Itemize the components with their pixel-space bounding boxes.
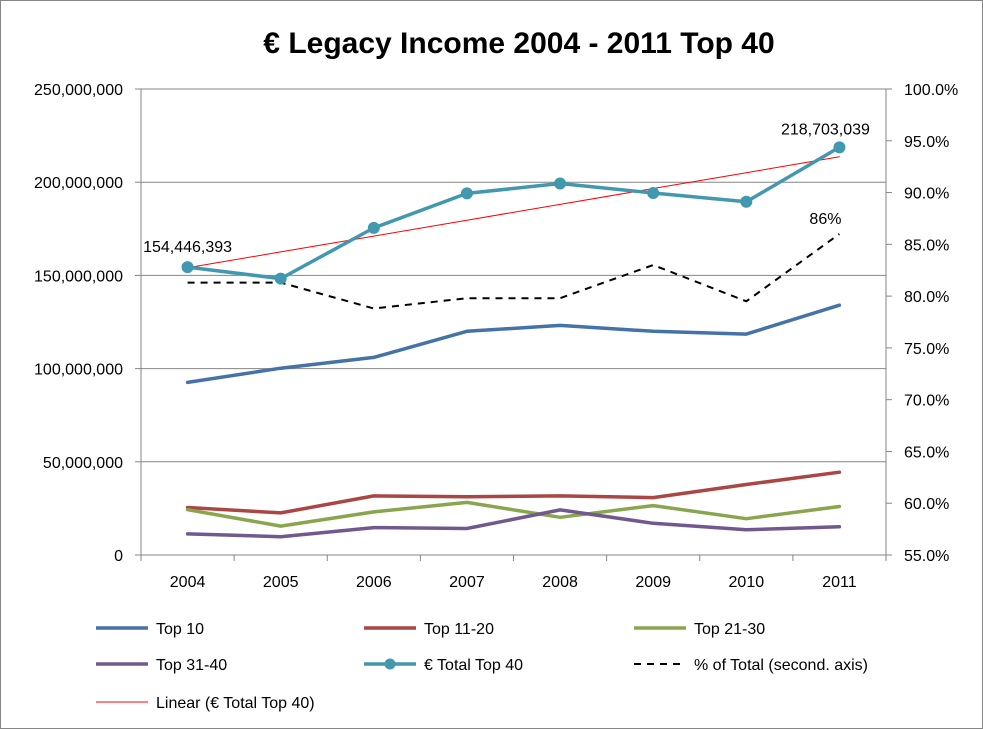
data-point-total-top-40 (460, 187, 473, 200)
right-axis-tick-label: 55.0% (904, 548, 949, 565)
data-label: 86% (809, 211, 841, 228)
legend-item-total-top-40: € Total Top 40 (364, 657, 523, 674)
right-axis-tick-label: 65.0% (904, 444, 949, 461)
data-label: 154,446,393 (143, 239, 232, 256)
legend-item-top-31-40: Top 31-40 (96, 657, 227, 674)
data-point-total-top-40 (833, 141, 846, 154)
data-labels: 154,446,393 218,703,039 86% (143, 121, 870, 256)
right-axis-tick-label: 80.0% (904, 289, 949, 306)
legend-marker (384, 658, 396, 670)
series-line-top-11-20 (185, 470, 842, 515)
left-axis-tick-label: 250,000,000 (34, 82, 123, 99)
left-axis-tick-label: 100,000,000 (34, 362, 123, 379)
right-axis-tick-label: 85.0% (904, 237, 949, 254)
right-axis-tick-label: 70.0% (904, 393, 949, 410)
x-axis-tick-label: 2011 (822, 574, 857, 591)
legend-label: Linear (€ Total Top 40) (156, 695, 315, 712)
legend-item-of-total-second-axis: % of Total (second. axis) (634, 657, 868, 674)
legend-label: € Total Top 40 (424, 657, 523, 674)
series-line-top-31-40 (185, 508, 842, 539)
right-axis-tick-label: 75.0% (904, 341, 949, 358)
chart-title: € Legacy Income 2004 - 2011 Top 40 (263, 27, 774, 60)
x-axis-tick-label: 2004 (170, 574, 206, 591)
left-axis-tick-label: 0 (114, 548, 123, 565)
data-point-total-top-40 (554, 177, 567, 190)
legend-label: % of Total (second. axis) (694, 657, 868, 674)
series-line-total-top-40 (185, 145, 842, 281)
legend-item-top-10: Top 10 (96, 621, 204, 638)
data-label: 218,703,039 (781, 121, 870, 138)
legend-label: Top 31-40 (156, 657, 227, 674)
left-axis-tick-label: 50,000,000 (43, 455, 123, 472)
data-point-total-top-40 (740, 195, 753, 208)
legend-item-top-21-30: Top 21-30 (634, 621, 765, 638)
x-axis-tick-label: 2005 (263, 574, 299, 591)
series-line-linear-total-top-40 (187, 156, 840, 269)
x-axis-tick-label: 2007 (449, 574, 485, 591)
series-lines (181, 141, 846, 539)
x-axis-tick-label: 2009 (635, 574, 671, 591)
legend-item-linear-total-top-40: Linear (€ Total Top 40) (96, 695, 315, 712)
right-axis-tick-label: 90.0% (904, 186, 949, 203)
right-axis-tick-label: 95.0% (904, 134, 949, 151)
series-line-top-10 (185, 303, 842, 385)
data-point-total-top-40 (647, 187, 660, 200)
right-axis-tick-label: 100.0% (904, 82, 958, 99)
axes: 0 50,000,000 100,000,000 150,000,000 200,000… (34, 82, 958, 591)
legend-label: Top 21-30 (694, 621, 765, 638)
left-axis-tick-label: 200,000,000 (34, 175, 123, 192)
series-line-top-21-30 (185, 500, 842, 528)
right-axis-tick-label: 60.0% (904, 496, 949, 513)
data-point-total-top-40 (274, 272, 287, 285)
data-point-total-top-40 (181, 261, 194, 274)
legend-label: Top 11-20 (424, 621, 494, 638)
series-line-of-total-second-axis (187, 233, 840, 310)
x-axis-tick-label: 2008 (542, 574, 578, 591)
legend: Top 10 Top 11-20 Top 21-30 Top 31-40 € Total… (96, 621, 868, 712)
legend-label: Top 10 (156, 621, 204, 638)
legend-item-top-11-20: Top 11-20 (364, 621, 494, 638)
x-axis-tick-label: 2010 (729, 574, 765, 591)
x-axis-tick-label: 2006 (356, 574, 392, 591)
data-point-total-top-40 (367, 221, 380, 234)
left-axis-tick-label: 150,000,000 (34, 268, 123, 285)
